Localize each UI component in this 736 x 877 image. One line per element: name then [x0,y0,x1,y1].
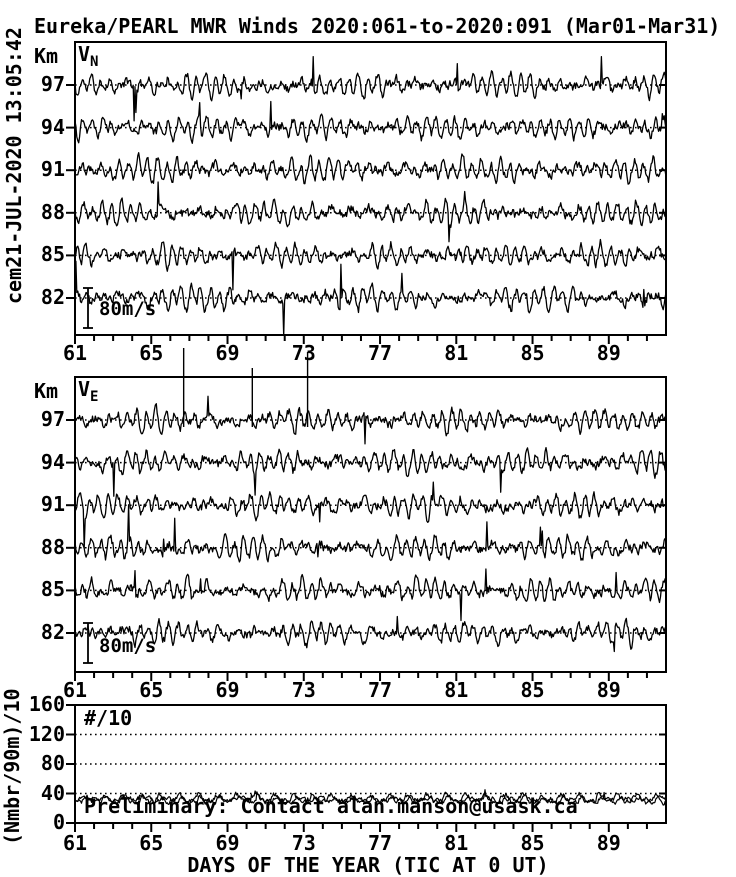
counts-traces [76,789,665,806]
x-tick-label-row1-85: 85 [520,341,545,365]
ve-trace-82km [76,615,665,653]
y-tick-label-ve-91km: 91 [40,492,65,517]
vn-letter: V [78,42,91,66]
y-tick-label-counts-40: 40 [40,780,65,805]
x-tick-label-row1-73: 73 [291,341,316,365]
x-tick-label-row2-85: 85 [520,678,545,702]
vn-trace-88km [76,181,665,243]
y-tick-label-vn-91km: 91 [40,157,65,182]
x-tick-label-row1-89: 89 [596,341,621,365]
y-tick-label-vn-94km: 94 [40,114,65,139]
x-tick-label-row2-73: 73 [291,678,316,702]
x-tick-label-row3-73: 73 [291,831,316,855]
ve-panel-border [74,376,667,673]
ve-panel [66,348,667,681]
scale-bar-label-vn: 80m/s [99,298,157,320]
y-tick-label-counts-160: 160 [28,692,65,716]
ve-scale-bar [83,622,93,664]
vn-panel [66,41,667,344]
km-axis-label-vn: Km [34,44,59,68]
x-axis-title: DAYS OF THE YEAR (TIC AT 0 UT) [187,853,549,877]
counts-trace-2 [76,790,665,805]
x-tick-label-row1-61: 61 [62,341,88,365]
x-tick-label-row3-89: 89 [596,831,621,855]
vn-trace-94km [76,100,665,144]
vn-traces [76,55,665,334]
ve-subscript: E [90,389,99,405]
vn-trace-97km [76,55,665,122]
y-tick-label-ve-88km: 88 [40,534,65,559]
counts-trace-1 [76,789,665,806]
y-tick-label-counts-120: 120 [28,721,65,746]
x-tick-label-row3-85: 85 [520,831,545,855]
vn-subscript: N [90,54,99,70]
x-tick-label-row2-77: 77 [367,678,393,702]
y-tick-label-ve-85km: 85 [40,577,65,602]
y-tick-label-counts-0: 0 [52,810,65,834]
x-tick-label-row1-77: 77 [367,341,393,365]
counts-y-axis-label: (Nmbr/90m)/10 [0,688,24,845]
vn-scale-bar [83,287,93,329]
ve-letter: V [78,377,91,401]
y-tick-label-ve-94km: 94 [40,449,65,474]
ve-trace-88km [76,504,665,563]
figure-title: Eureka/PEARL MWR Winds 2020:061-to-2020:… [34,14,721,38]
y-tick-label-vn-85km: 85 [40,242,65,267]
y-tick-label-counts-80: 80 [40,751,65,775]
vn-trace-82km [76,260,665,334]
ve-trace-97km [76,395,665,445]
x-tick-label-row3-69: 69 [215,831,240,855]
vn-trace-91km [76,152,665,185]
x-tick-label-row3-65: 65 [139,831,164,855]
x-tick-label-row3-81: 81 [444,831,469,855]
ve-trace-91km [76,481,665,549]
component-label-vn: VN [78,44,98,72]
x-tick-label-row1-65: 65 [139,341,164,365]
y-tick-label-ve-82km: 82 [40,620,65,644]
y-tick-label-ve-97km: 97 [40,407,65,431]
ve-traces [76,395,665,653]
y-tick-label-vn-82km: 82 [40,285,65,309]
preliminary-note: Preliminary: Contact alan.manson@usask.c… [84,794,578,818]
x-tick-label-row2-89: 89 [596,678,621,702]
component-label-ve: VE [78,379,98,407]
x-tick-label-row1-81: 81 [444,341,469,365]
timestamp-vertical: cem21-JUL-2020 13:05:42 [2,27,26,304]
ve-trace-94km [76,446,665,497]
x-tick-label-row3-77: 77 [367,831,393,855]
ve-trace-85km [76,568,665,622]
x-tick-label-row2-65: 65 [139,678,164,702]
x-tick-label-row1-69: 69 [215,341,240,365]
vn-panel-border [74,41,667,336]
y-tick-label-vn-88km: 88 [40,199,65,224]
y-tick-label-vn-97km: 97 [40,72,65,96]
vn-trace-85km [76,238,665,291]
x-tick-label-row2-81: 81 [444,678,469,702]
scale-bar-label-ve: 80m/s [99,635,157,657]
counts-panel-border [74,704,667,824]
counts-panel [66,704,667,832]
x-tick-label-row2-69: 69 [215,678,240,702]
x-tick-label-row2-61: 61 [62,678,88,702]
counts-inplot-label: #/10 [84,706,133,730]
x-tick-label-row3-61: 61 [62,831,88,855]
km-axis-label-ve: Km [34,379,59,403]
